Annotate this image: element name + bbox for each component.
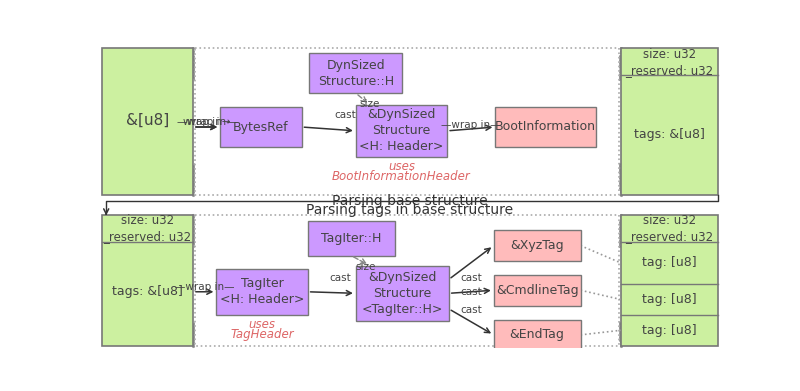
Text: BootInformation: BootInformation (495, 120, 596, 133)
Text: —wrap in—: —wrap in— (177, 117, 236, 127)
Bar (356, 105, 447, 157)
Text: wrap in→: wrap in→ (183, 117, 230, 127)
Text: cast: cast (460, 305, 482, 316)
Text: tag: [u8]: tag: [u8] (642, 256, 697, 269)
Text: BytesRef: BytesRef (233, 120, 289, 133)
Bar (216, 269, 308, 315)
Text: BootInformationHeader: BootInformationHeader (332, 170, 471, 183)
Bar (310, 53, 402, 93)
Text: cast: cast (460, 273, 482, 283)
Bar (495, 107, 596, 147)
Text: tag: [u8]: tag: [u8] (642, 293, 697, 306)
Bar (621, 215, 718, 346)
Text: &DynSized
Structure
<H: Header>: &DynSized Structure <H: Header> (359, 108, 444, 153)
Text: cast: cast (334, 110, 356, 120)
Text: &XyzTag: &XyzTag (510, 239, 564, 252)
Bar (494, 319, 581, 350)
Text: &DynSized
Structure
<TagIter::H>: &DynSized Structure <TagIter::H> (362, 271, 443, 316)
Text: &[u8]: &[u8] (126, 113, 169, 127)
Text: DynSized
Structure::H: DynSized Structure::H (318, 59, 394, 88)
Text: size: u32
_reserved: u32: size: u32 _reserved: u32 (626, 214, 714, 243)
Text: tags: &[u8]: tags: &[u8] (112, 285, 182, 298)
Bar (621, 48, 718, 195)
Bar (194, 48, 619, 195)
Bar (356, 265, 449, 321)
Text: size: size (355, 262, 375, 272)
Bar (308, 221, 394, 256)
Text: uses: uses (249, 318, 275, 332)
Text: tags: &[u8]: tags: &[u8] (634, 128, 705, 141)
Bar (102, 48, 193, 195)
Text: TagHeader: TagHeader (230, 328, 294, 341)
Text: TagIter::H: TagIter::H (321, 232, 382, 245)
Text: &CmdlineTag: &CmdlineTag (496, 284, 578, 297)
Bar (102, 215, 193, 346)
Text: cast: cast (330, 273, 351, 283)
Bar (220, 107, 302, 147)
Text: size: size (360, 99, 380, 109)
Text: uses: uses (388, 160, 415, 173)
Text: Parsing base structure: Parsing base structure (332, 194, 488, 208)
Bar (494, 230, 581, 261)
Text: Parsing tags in base structure: Parsing tags in base structure (306, 203, 514, 217)
Text: —wrap in—: —wrap in— (442, 120, 501, 131)
Text: tag: [u8]: tag: [u8] (642, 324, 697, 337)
Text: cast: cast (460, 287, 482, 297)
Bar (194, 215, 619, 346)
Text: TagIter
<H: Header>: TagIter <H: Header> (220, 277, 304, 306)
Text: size: u32
_reserved: u32: size: u32 _reserved: u32 (103, 214, 191, 243)
Text: &EndTag: &EndTag (510, 328, 565, 341)
Text: size: u32
_reserved: u32: size: u32 _reserved: u32 (626, 48, 714, 77)
Bar (494, 275, 581, 306)
Text: —wrap in—: —wrap in— (175, 282, 234, 292)
